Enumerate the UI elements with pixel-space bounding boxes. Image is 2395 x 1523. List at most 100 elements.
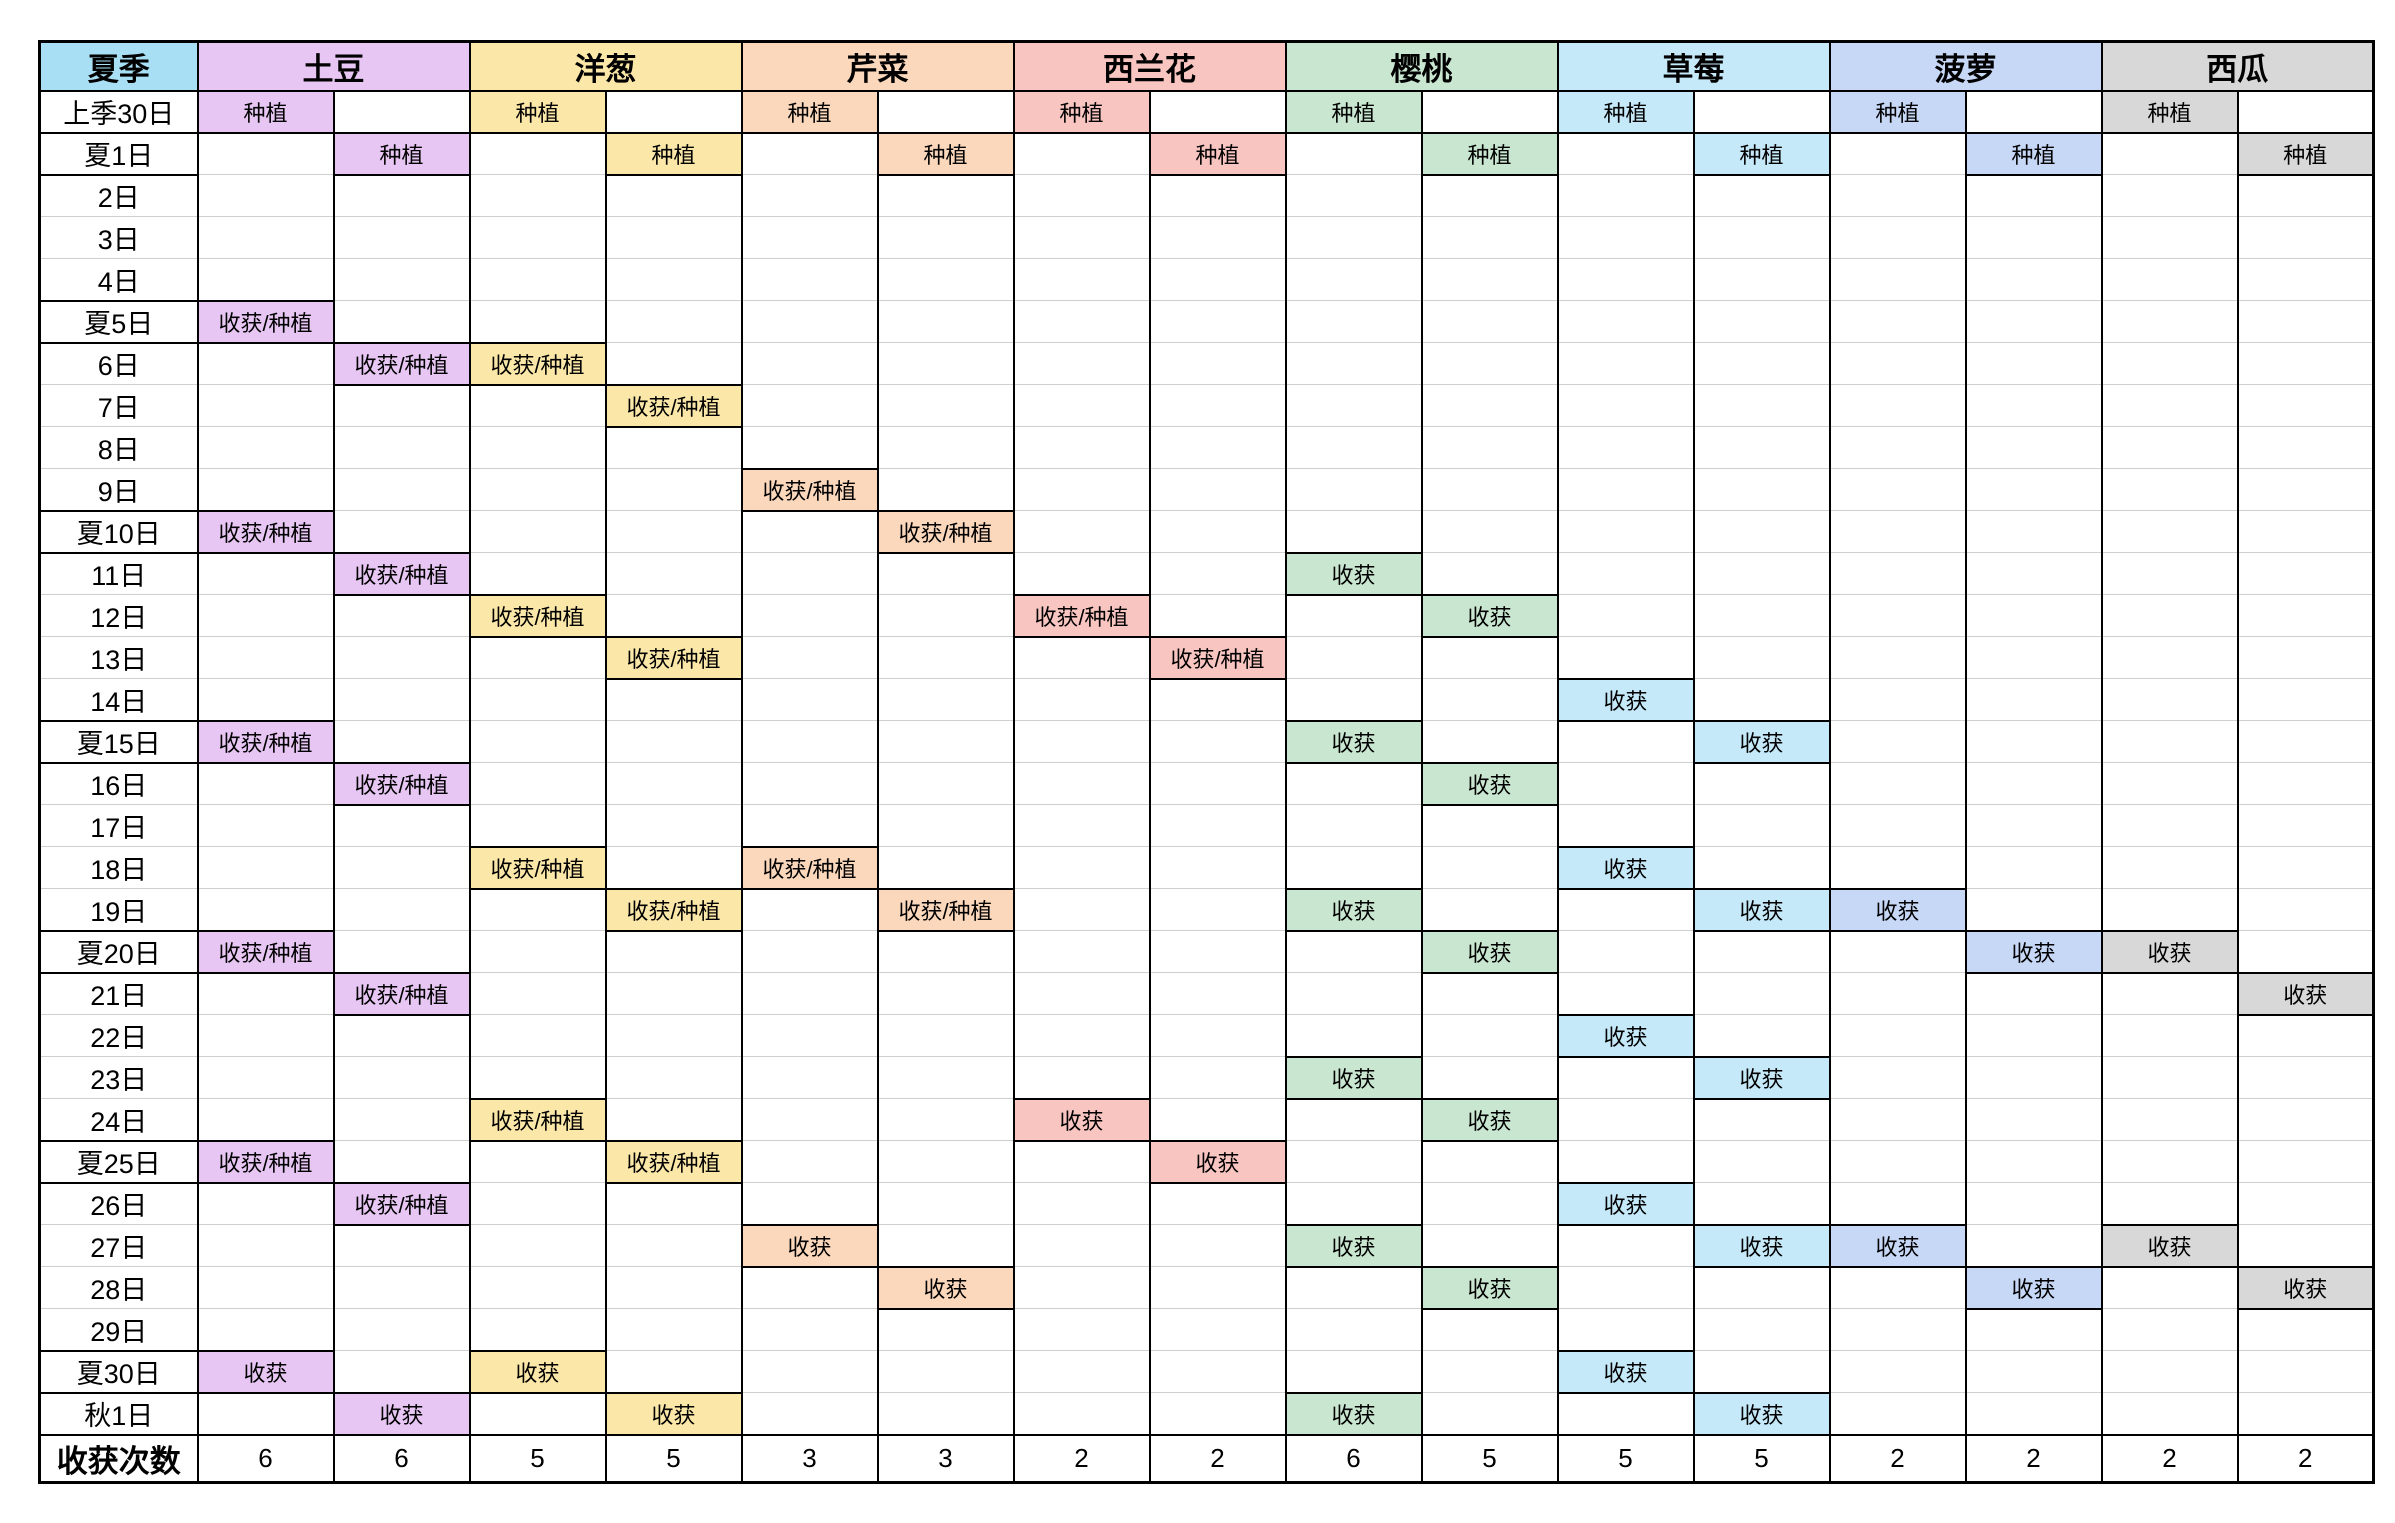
schedule-cell-3-14[interactable] (2100, 216, 2239, 259)
schedule-cell-4-11[interactable] (1692, 258, 1831, 301)
schedule-cell-21-1[interactable]: 收获/种植 (332, 971, 471, 1016)
schedule-cell-18-11[interactable] (1692, 846, 1831, 889)
day-label-15[interactable]: 夏15日 (38, 719, 199, 764)
schedule-cell-3-8[interactable] (1284, 216, 1423, 259)
schedule-cell-28-3[interactable] (604, 1266, 743, 1309)
schedule-cell-16-10[interactable] (1556, 762, 1695, 805)
schedule-cell-7-9[interactable] (1420, 384, 1559, 427)
schedule-cell-21-11[interactable] (1692, 972, 1831, 1015)
schedule-cell-11-4[interactable] (740, 552, 879, 595)
schedule-cell-30-13[interactable] (1964, 1350, 2103, 1393)
schedule-cell-7-13[interactable] (1964, 384, 2103, 427)
schedule-cell-19-14[interactable] (2100, 888, 2239, 931)
schedule-cell-29-4[interactable] (740, 1308, 879, 1351)
schedule-cell-12-10[interactable] (1556, 594, 1695, 637)
schedule-cell-23-8[interactable]: 收获 (1284, 1055, 1423, 1100)
schedule-cell-21-12[interactable] (1828, 972, 1967, 1015)
schedule-cell-25-5[interactable] (876, 1140, 1015, 1183)
schedule-cell-13-7[interactable]: 收获/种植 (1148, 635, 1287, 680)
schedule-cell-5-15[interactable] (2236, 300, 2375, 343)
harvest-count-10[interactable]: 5 (1556, 1433, 1695, 1484)
harvest-count-9[interactable]: 5 (1420, 1433, 1559, 1484)
schedule-cell-1-3[interactable]: 种植 (604, 131, 743, 176)
schedule-cell-6-1[interactable]: 收获/种植 (332, 341, 471, 386)
schedule-cell-31-3[interactable]: 收获 (604, 1391, 743, 1436)
schedule-cell-4-4[interactable] (740, 258, 879, 301)
schedule-cell-28-2[interactable] (468, 1266, 607, 1309)
day-label-7[interactable]: 7日 (38, 384, 199, 427)
schedule-cell-2-5[interactable] (876, 174, 1015, 217)
schedule-cell-26-9[interactable] (1420, 1182, 1559, 1225)
schedule-cell-13-13[interactable] (1964, 636, 2103, 679)
schedule-cell-11-12[interactable] (1828, 552, 1967, 595)
schedule-cell-6-9[interactable] (1420, 342, 1559, 385)
schedule-cell-7-0[interactable] (196, 384, 335, 427)
schedule-cell-20-0[interactable]: 收获/种植 (196, 929, 335, 974)
schedule-cell-4-2[interactable] (468, 258, 607, 301)
schedule-cell-6-5[interactable] (876, 342, 1015, 385)
schedule-cell-7-12[interactable] (1828, 384, 1967, 427)
day-label-10[interactable]: 夏10日 (38, 509, 199, 554)
harvest-count-3[interactable]: 5 (604, 1433, 743, 1484)
schedule-cell-0-15[interactable] (2236, 90, 2375, 133)
schedule-cell-20-15[interactable] (2236, 930, 2375, 973)
schedule-cell-27-7[interactable] (1148, 1224, 1287, 1267)
schedule-cell-2-4[interactable] (740, 174, 879, 217)
schedule-cell-20-14[interactable]: 收获 (2100, 929, 2239, 974)
schedule-cell-5-10[interactable] (1556, 300, 1695, 343)
schedule-cell-18-12[interactable] (1828, 846, 1967, 889)
schedule-cell-20-6[interactable] (1012, 930, 1151, 973)
schedule-cell-18-7[interactable] (1148, 846, 1287, 889)
schedule-cell-22-2[interactable] (468, 1014, 607, 1057)
schedule-cell-12-7[interactable] (1148, 594, 1287, 637)
schedule-cell-3-2[interactable] (468, 216, 607, 259)
schedule-cell-11-6[interactable] (1012, 552, 1151, 595)
schedule-cell-21-4[interactable] (740, 972, 879, 1015)
schedule-cell-26-2[interactable] (468, 1182, 607, 1225)
schedule-cell-16-1[interactable]: 收获/种植 (332, 761, 471, 806)
schedule-cell-29-14[interactable] (2100, 1308, 2239, 1351)
schedule-cell-12-0[interactable] (196, 594, 335, 637)
schedule-cell-23-11[interactable]: 收获 (1692, 1055, 1831, 1100)
schedule-cell-31-6[interactable] (1012, 1392, 1151, 1435)
schedule-cell-19-2[interactable] (468, 888, 607, 931)
schedule-cell-15-15[interactable] (2236, 720, 2375, 763)
schedule-cell-31-2[interactable] (468, 1392, 607, 1435)
schedule-cell-17-13[interactable] (1964, 804, 2103, 847)
schedule-cell-0-0[interactable]: 种植 (196, 89, 335, 134)
schedule-cell-18-3[interactable] (604, 846, 743, 889)
schedule-cell-28-13[interactable]: 收获 (1964, 1265, 2103, 1310)
schedule-cell-8-15[interactable] (2236, 426, 2375, 469)
schedule-cell-15-2[interactable] (468, 720, 607, 763)
schedule-cell-31-11[interactable]: 收获 (1692, 1391, 1831, 1436)
schedule-cell-0-7[interactable] (1148, 90, 1287, 133)
day-label-12[interactable]: 12日 (38, 594, 199, 637)
schedule-cell-25-1[interactable] (332, 1140, 471, 1183)
day-label-20[interactable]: 夏20日 (38, 929, 199, 974)
schedule-cell-1-6[interactable] (1012, 132, 1151, 175)
schedule-cell-6-10[interactable] (1556, 342, 1695, 385)
crop-header-6[interactable]: 菠萝 (1828, 40, 2103, 92)
schedule-cell-7-15[interactable] (2236, 384, 2375, 427)
schedule-cell-3-13[interactable] (1964, 216, 2103, 259)
schedule-cell-17-9[interactable] (1420, 804, 1559, 847)
schedule-cell-12-13[interactable] (1964, 594, 2103, 637)
schedule-cell-21-8[interactable] (1284, 972, 1423, 1015)
schedule-cell-0-9[interactable] (1420, 90, 1559, 133)
schedule-cell-28-14[interactable] (2100, 1266, 2239, 1309)
schedule-cell-26-3[interactable] (604, 1182, 743, 1225)
schedule-cell-4-12[interactable] (1828, 258, 1967, 301)
schedule-cell-26-5[interactable] (876, 1182, 1015, 1225)
harvest-count-6[interactable]: 2 (1012, 1433, 1151, 1484)
schedule-cell-30-3[interactable] (604, 1350, 743, 1393)
schedule-cell-6-0[interactable] (196, 342, 335, 385)
schedule-cell-14-7[interactable] (1148, 678, 1287, 721)
day-label-23[interactable]: 23日 (38, 1056, 199, 1099)
schedule-cell-11-9[interactable] (1420, 552, 1559, 595)
schedule-cell-18-4[interactable]: 收获/种植 (740, 845, 879, 890)
schedule-cell-1-14[interactable] (2100, 132, 2239, 175)
schedule-cell-31-12[interactable] (1828, 1392, 1967, 1435)
schedule-cell-30-4[interactable] (740, 1350, 879, 1393)
schedule-cell-11-5[interactable] (876, 552, 1015, 595)
schedule-cell-29-8[interactable] (1284, 1308, 1423, 1351)
